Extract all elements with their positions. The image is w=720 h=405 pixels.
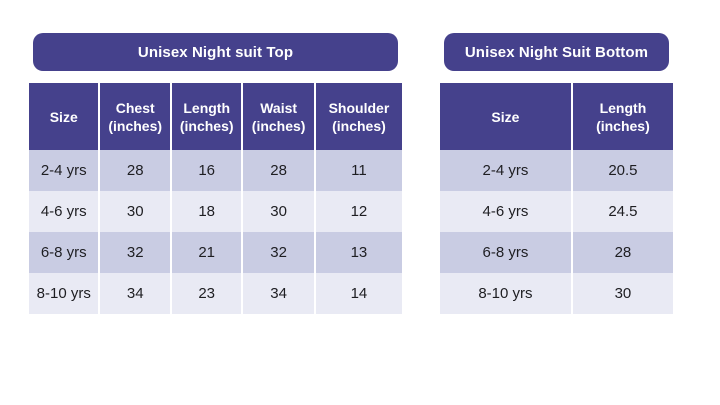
table-cell: 21: [171, 232, 242, 273]
top-table-title: Unisex Night suit Top: [33, 33, 398, 71]
table-cell: 8-10 yrs: [440, 273, 571, 314]
top-header-length: Length (inches): [171, 83, 242, 150]
top-size-table: Unisex Night suit Top Size Chest (inches)…: [29, 33, 402, 314]
table-cell: 4-6 yrs: [440, 191, 571, 232]
table-cell: 30: [572, 273, 673, 314]
bottom-table-grid: Size Length (inches) 2-4 yrs 20.5 4-6 yrs…: [440, 83, 673, 314]
bottom-header-length: Length (inches): [572, 83, 673, 150]
table-cell: 28: [572, 232, 673, 273]
table-cell: 32: [243, 232, 314, 273]
table-cell: 4-6 yrs: [29, 191, 99, 232]
table-cell: 20.5: [572, 150, 673, 191]
top-table-grid: Size Chest (inches) Length (inches) Waist(…: [29, 83, 402, 314]
top-header-waist: Waist (inches): [243, 83, 314, 150]
table-cell: 18: [171, 191, 242, 232]
table-cell: 13: [315, 232, 402, 273]
table-cell: 23: [171, 273, 242, 314]
bottom-table-title: Unisex Night Suit Bottom: [444, 33, 669, 71]
bottom-size-table: Unisex Night Suit Bottom Size Length (inc…: [440, 33, 673, 314]
table-cell: 24.5: [572, 191, 673, 232]
table-cell: 34: [243, 273, 314, 314]
table-cell: 32: [100, 232, 170, 273]
top-header-chest: Chest (inches): [100, 83, 170, 150]
table-cell: 11: [315, 150, 402, 191]
table-cell: 6-8 yrs: [29, 232, 99, 273]
bottom-header-size: Size: [440, 83, 571, 150]
table-cell: 14: [315, 273, 402, 314]
table-cell: 16: [171, 150, 242, 191]
top-header-shoulder: Shoulder (inches): [315, 83, 402, 150]
table-cell: 2-4 yrs: [440, 150, 571, 191]
table-cell: 30: [100, 191, 170, 232]
table-cell: 34: [100, 273, 170, 314]
table-cell: 30: [243, 191, 314, 232]
top-header-size: Size: [29, 83, 99, 150]
table-cell: 12: [315, 191, 402, 232]
table-cell: 8-10 yrs: [29, 273, 99, 314]
table-cell: 28: [243, 150, 314, 191]
table-cell: 6-8 yrs: [440, 232, 571, 273]
table-cell: 2-4 yrs: [29, 150, 99, 191]
table-cell: 28: [100, 150, 170, 191]
